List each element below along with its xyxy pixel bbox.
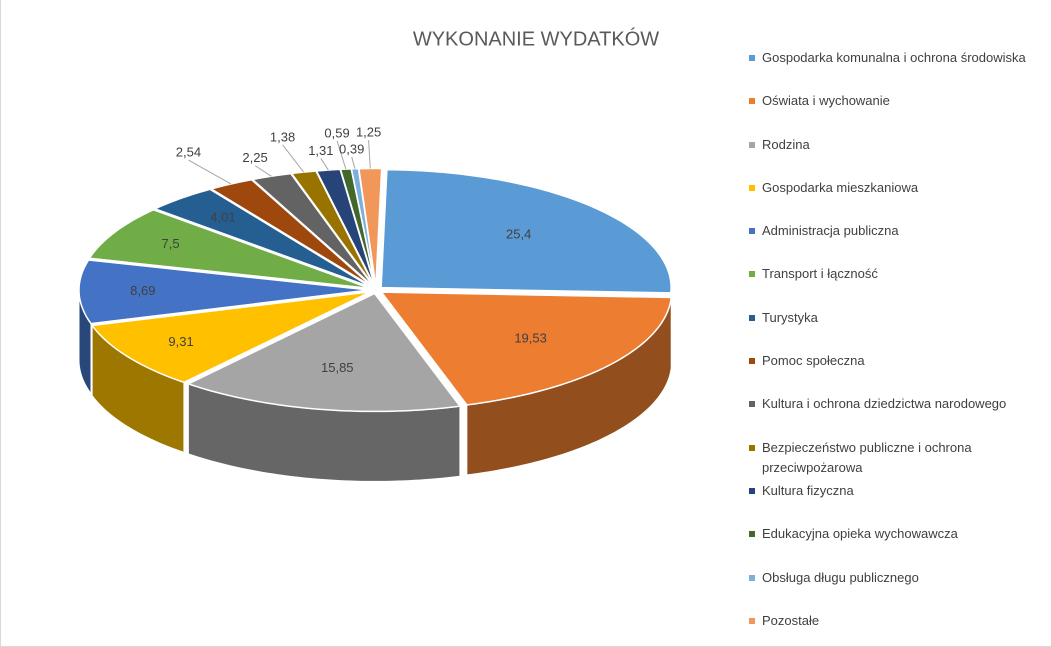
legend-marker xyxy=(749,487,755,494)
legend-label: Kultura i ochrona dziedzictwa narodowego xyxy=(762,396,1007,412)
legend-label: Obsługa długu publicznego xyxy=(762,569,919,585)
legend-item: Pomoc społeczna xyxy=(746,351,1046,394)
legend-label: Gospodarka komunalna i ochrona środowisk… xyxy=(762,50,1026,65)
leader-line xyxy=(368,140,371,169)
legend-item: Obsługa długu publicznego xyxy=(746,568,1046,611)
slice xyxy=(380,291,673,406)
legend-marker xyxy=(749,98,755,105)
legend-item: Administracja publiczna xyxy=(746,221,1046,264)
data-label: 1,25 xyxy=(356,125,381,140)
data-label: 0,39 xyxy=(339,141,364,156)
legend-label: Turystyka xyxy=(762,309,818,325)
legend-marker xyxy=(749,55,755,61)
legend-label: Pomoc społeczna xyxy=(762,353,865,369)
legend-item: Transport i łączność xyxy=(746,264,1046,307)
slice-tops xyxy=(78,167,673,413)
legend-label: Kultura fizyczna xyxy=(762,482,854,498)
legend-label: Bezpieczeństwo publiczne i ochrona przec… xyxy=(762,439,972,475)
legend-marker xyxy=(749,314,755,321)
legend-item: Pozostałe xyxy=(746,611,1046,646)
legend-item: Kultura fizyczna xyxy=(746,481,1046,524)
leader-line xyxy=(282,144,305,173)
legend-label: Administracja publiczna xyxy=(762,223,899,239)
leader-line xyxy=(351,156,356,169)
leader-line xyxy=(336,140,347,170)
data-label: 1,38 xyxy=(270,129,295,144)
data-label: 2,25 xyxy=(242,150,267,165)
leader-line xyxy=(320,158,329,171)
slice xyxy=(250,172,375,288)
data-label: 4,01 xyxy=(210,209,235,224)
legend-marker xyxy=(749,401,755,408)
legend-item: Gospodarka komunalna i ochrona środowisk… xyxy=(746,48,1046,91)
data-label: 2,54 xyxy=(176,145,201,160)
legend-marker xyxy=(749,141,755,148)
data-label: 25,4 xyxy=(506,227,531,242)
leader-line xyxy=(254,165,272,177)
legend-label: Gospodarka mieszkaniowa xyxy=(762,179,919,195)
legend-marker xyxy=(749,617,755,624)
data-label: 19,53 xyxy=(514,331,547,346)
legend-marker xyxy=(749,531,755,538)
data-label: 8,69 xyxy=(130,283,155,298)
legend-label: Oświata i wychowanie xyxy=(762,93,890,109)
legend-marker xyxy=(749,574,755,581)
slice xyxy=(315,168,376,287)
legend-label: Edukacyjna opieka wychowawcza xyxy=(762,526,958,542)
slice xyxy=(380,168,672,294)
data-label: 7,5 xyxy=(162,236,180,251)
slice xyxy=(153,188,372,289)
legend-label: Rodzina xyxy=(762,136,810,152)
legend-item: Gospodarka mieszkaniowa xyxy=(746,178,1046,221)
legend-item: Bezpieczeństwo publiczne i ochrona przec… xyxy=(746,438,1046,481)
legend-label: Pozostałe xyxy=(762,612,820,628)
data-label: 0,59 xyxy=(324,125,349,140)
legend-marker xyxy=(749,358,755,365)
legend-label: Transport i łączność xyxy=(762,266,878,282)
slice xyxy=(358,167,383,287)
slice xyxy=(90,291,371,384)
chart-title: WYKONANIE WYDATKÓW xyxy=(413,27,659,50)
leader-line xyxy=(188,159,232,185)
legend-marker xyxy=(749,271,755,278)
data-label: 9,31 xyxy=(168,334,193,349)
slice xyxy=(290,170,375,288)
legend-item: Rodzina xyxy=(746,135,1046,178)
slice xyxy=(88,208,371,290)
legend-item: Oświata i wychowanie xyxy=(746,91,1046,134)
legend-item: Turystyka xyxy=(746,308,1046,351)
legend: Gospodarka komunalna i ochrona środowisk… xyxy=(746,48,1046,646)
slice xyxy=(186,292,462,413)
data-label: 1,31 xyxy=(308,143,333,158)
legend-item: Edukacyjna opieka wychowawcza xyxy=(746,524,1046,567)
legend-marker xyxy=(749,444,755,451)
data-label: 15,85 xyxy=(321,360,354,375)
slice xyxy=(78,259,370,325)
legend-marker xyxy=(749,184,755,191)
legend-item: Kultura i ochrona dziedzictwa narodowego xyxy=(746,394,1046,437)
legend-marker xyxy=(749,228,755,235)
